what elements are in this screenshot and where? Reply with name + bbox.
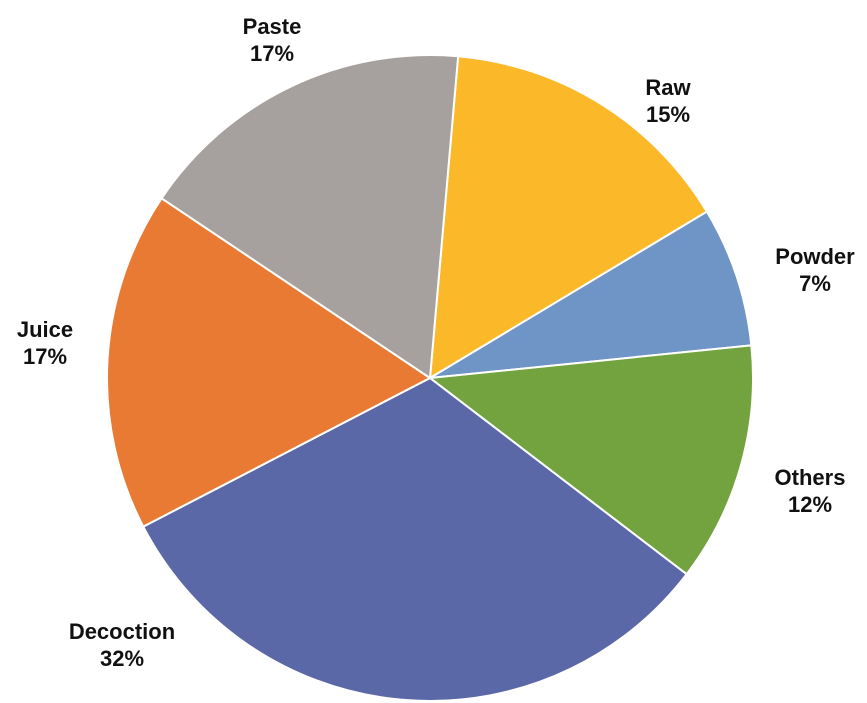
pie-slice-powder xyxy=(429,210,753,379)
slice-value-label-raw: 15% xyxy=(646,102,690,127)
slice-label-raw: Raw xyxy=(645,75,691,100)
slice-value-label-paste: 17% xyxy=(250,41,294,66)
slice-label-decoction: Decoction xyxy=(69,619,175,644)
slice-value-label-decoction: 32% xyxy=(100,646,144,671)
slice-label-powder: Powder xyxy=(775,244,855,269)
pie-slice-paste xyxy=(160,54,460,380)
slice-value-label-juice: 17% xyxy=(23,344,67,369)
slice-value-label-others: 12% xyxy=(788,492,832,517)
pie-slice-raw xyxy=(428,55,709,380)
pie-slice-juice xyxy=(106,196,432,528)
slice-label-paste: Paste xyxy=(243,14,302,39)
pie-slices xyxy=(106,54,754,702)
slice-label-others: Others xyxy=(775,465,846,490)
slice-value-label-powder: 7% xyxy=(799,271,831,296)
pie-slice-decoction xyxy=(141,376,689,702)
pie-slice-others xyxy=(427,344,754,576)
slice-label-juice: Juice xyxy=(17,317,73,342)
